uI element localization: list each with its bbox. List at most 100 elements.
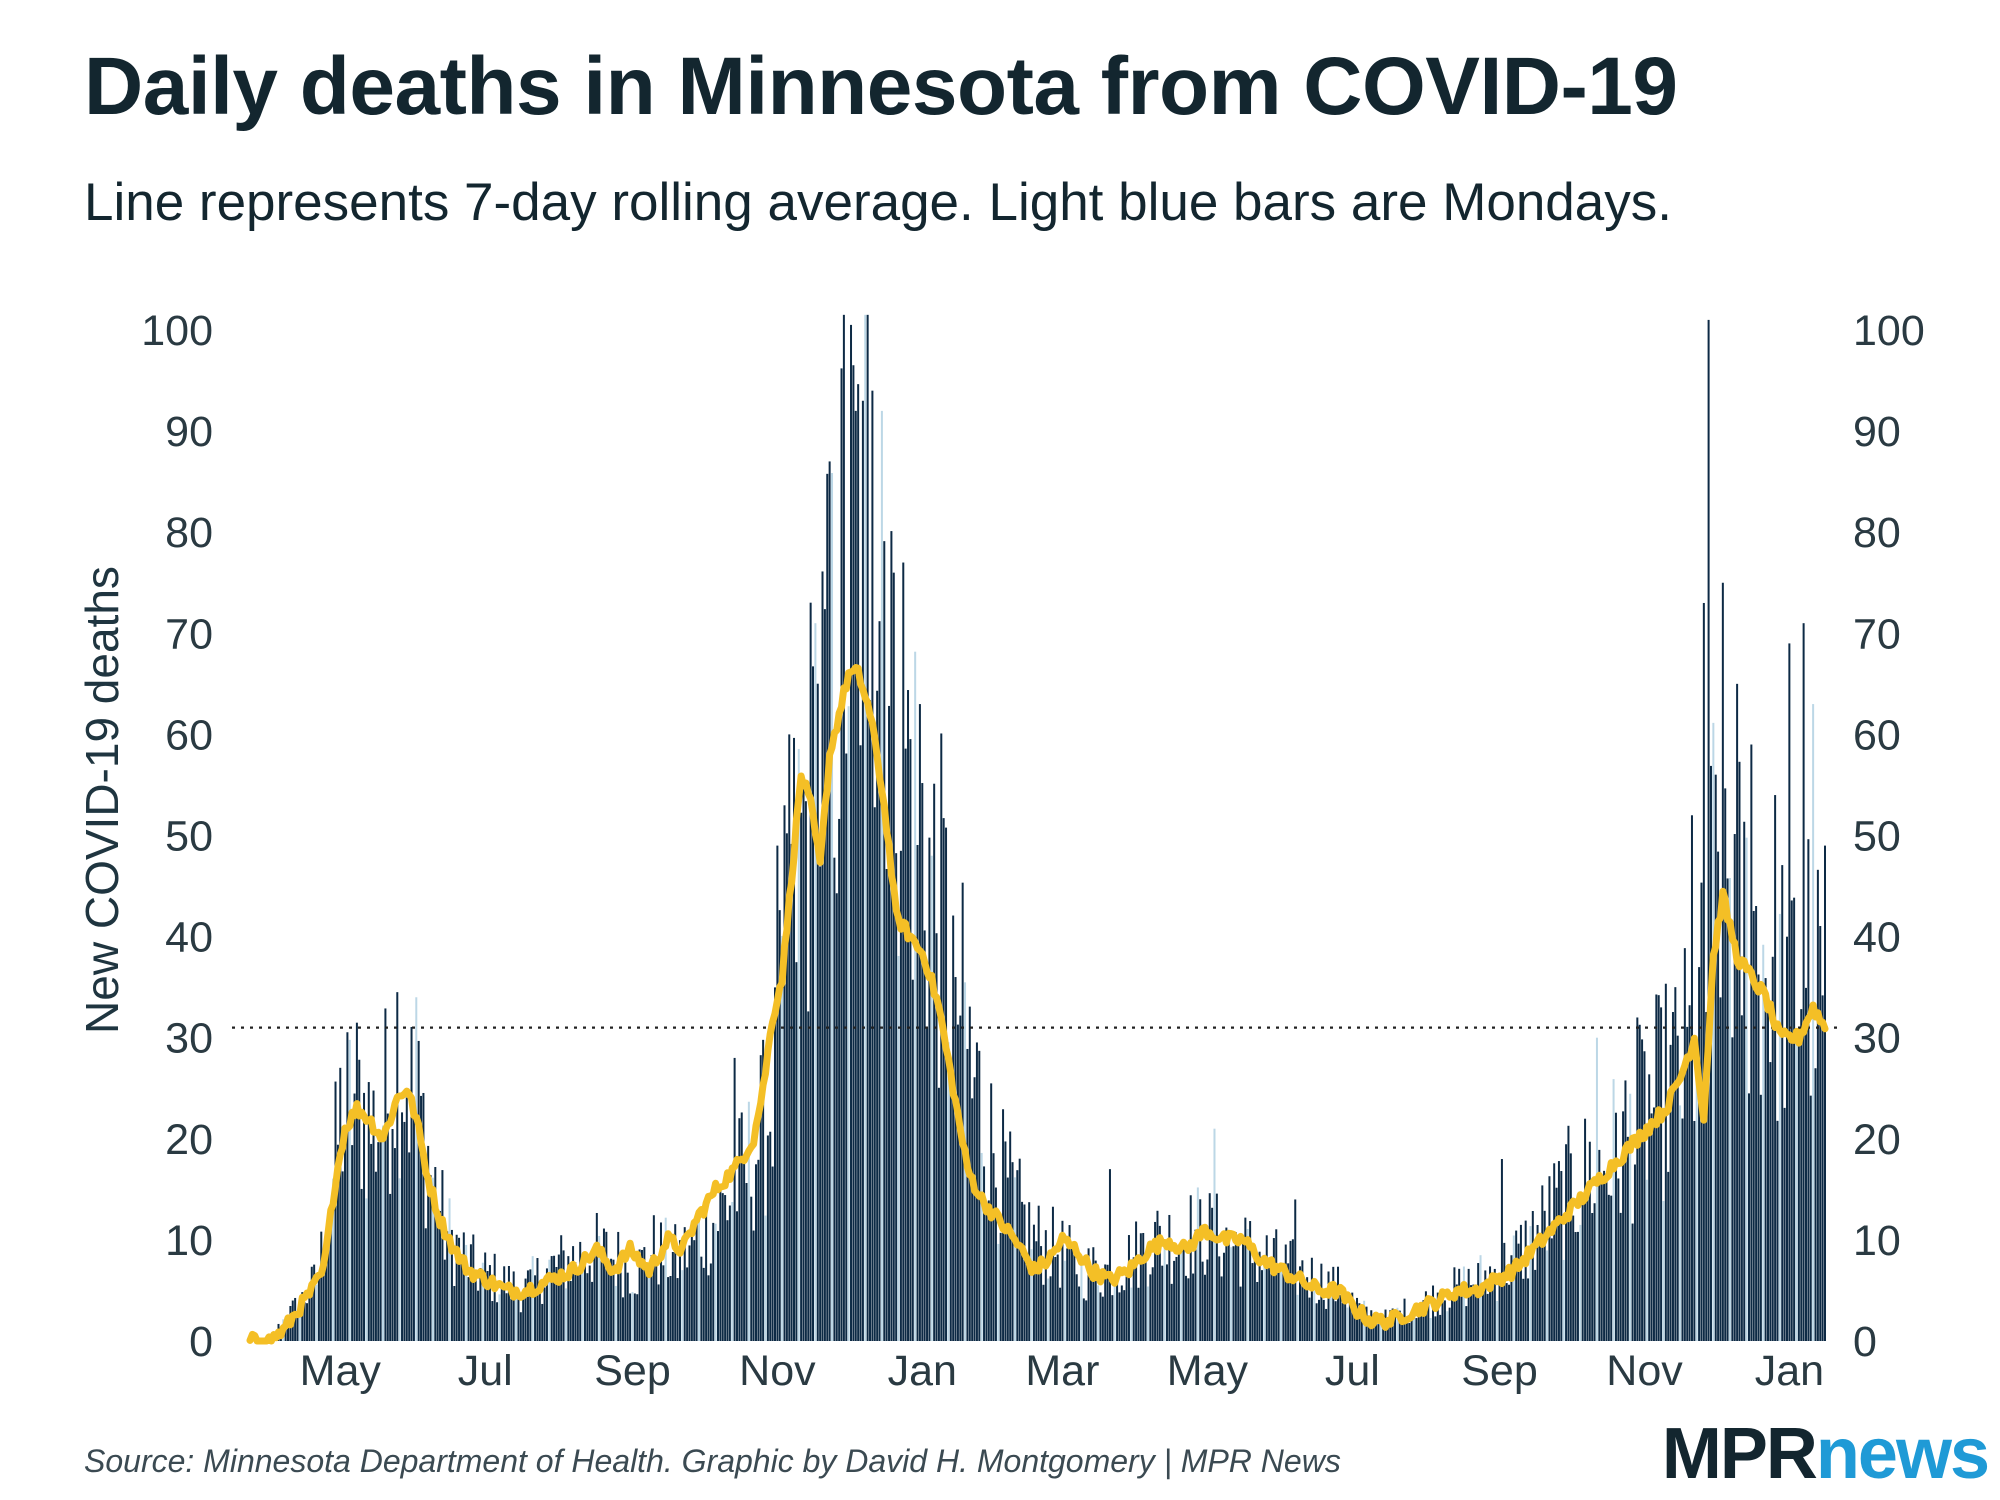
bar-daily bbox=[591, 1281, 594, 1341]
bar-daily bbox=[1738, 761, 1741, 1341]
bar-monday bbox=[731, 1201, 734, 1341]
bar-daily bbox=[1788, 643, 1791, 1341]
bar-monday bbox=[997, 1243, 1000, 1341]
bar-monday bbox=[1695, 1075, 1698, 1341]
bar-daily bbox=[1301, 1260, 1304, 1341]
bar-daily bbox=[688, 1245, 691, 1341]
bar-daily bbox=[1781, 865, 1784, 1341]
bar-daily bbox=[790, 843, 793, 1341]
bar-monday bbox=[431, 1177, 434, 1341]
bar-monday bbox=[598, 1235, 601, 1341]
bar-daily bbox=[766, 1135, 769, 1341]
bar-daily bbox=[1667, 1171, 1670, 1341]
bar-daily bbox=[1707, 319, 1710, 1341]
bar-daily bbox=[353, 1093, 356, 1341]
bar-daily bbox=[1557, 1161, 1560, 1341]
bar-monday bbox=[548, 1259, 551, 1341]
bar-daily bbox=[1764, 978, 1767, 1341]
bar-daily bbox=[1239, 1286, 1242, 1341]
bar-monday bbox=[1246, 1228, 1249, 1341]
bar-daily bbox=[690, 1225, 693, 1341]
bar-daily bbox=[562, 1250, 565, 1341]
bar-daily bbox=[1308, 1297, 1311, 1341]
bar-daily bbox=[327, 1239, 330, 1341]
bar-daily bbox=[1769, 1062, 1772, 1341]
bar-daily bbox=[795, 962, 798, 1341]
bar-daily bbox=[1752, 910, 1755, 1341]
bar-daily bbox=[344, 1125, 347, 1341]
bar-daily bbox=[1807, 839, 1810, 1341]
bar-daily bbox=[1078, 1286, 1081, 1341]
bar-daily bbox=[1165, 1264, 1168, 1341]
bar-daily bbox=[674, 1224, 677, 1341]
bar-daily bbox=[1173, 1260, 1176, 1341]
bar-daily bbox=[738, 1118, 741, 1341]
bar-daily bbox=[1481, 1288, 1484, 1341]
bar-daily bbox=[1676, 1035, 1679, 1341]
bar-daily bbox=[1624, 1080, 1627, 1341]
bar-daily bbox=[1717, 851, 1720, 1341]
bar-daily bbox=[873, 807, 876, 1341]
bar-daily bbox=[1156, 1210, 1159, 1341]
bar-daily bbox=[422, 1092, 425, 1341]
bar-daily bbox=[1536, 1225, 1539, 1341]
bar-daily bbox=[1227, 1242, 1230, 1341]
bar-monday bbox=[1812, 704, 1815, 1341]
bar-daily bbox=[1182, 1243, 1185, 1341]
bar-daily bbox=[1203, 1274, 1206, 1341]
bar-daily bbox=[1116, 1281, 1119, 1341]
bar-daily bbox=[999, 1232, 1002, 1341]
bar-monday bbox=[448, 1198, 451, 1341]
bar-monday bbox=[930, 855, 933, 1341]
bar-daily bbox=[1538, 1237, 1541, 1341]
bar-daily bbox=[1310, 1257, 1313, 1341]
y-tick-right: 80 bbox=[1853, 509, 1901, 557]
bar-daily bbox=[1617, 1178, 1620, 1341]
logo-news-text: news bbox=[1815, 1414, 1990, 1494]
bar-daily bbox=[1222, 1252, 1225, 1341]
bar-daily bbox=[1208, 1193, 1211, 1341]
bar-daily bbox=[716, 1231, 719, 1341]
bar-monday bbox=[1080, 1255, 1083, 1341]
bar-daily bbox=[1771, 956, 1774, 1341]
bar-daily bbox=[1436, 1292, 1439, 1341]
bar-daily bbox=[1265, 1235, 1268, 1341]
bar-daily bbox=[1688, 1005, 1691, 1341]
bar-daily bbox=[743, 1154, 746, 1341]
bar-daily bbox=[1614, 1112, 1617, 1341]
bar-monday bbox=[465, 1244, 468, 1341]
bar-daily bbox=[460, 1260, 463, 1341]
bar-daily bbox=[612, 1259, 615, 1341]
bar-daily bbox=[1225, 1227, 1228, 1341]
bar-daily bbox=[1251, 1263, 1254, 1341]
bar-daily bbox=[389, 1193, 392, 1341]
bar-daily bbox=[1154, 1221, 1157, 1341]
bar-monday bbox=[747, 1101, 750, 1341]
bar-daily bbox=[667, 1277, 670, 1341]
bar-daily bbox=[1510, 1255, 1513, 1341]
bar-daily bbox=[1598, 1149, 1601, 1341]
bar-daily bbox=[750, 1196, 753, 1341]
bar-monday bbox=[382, 1125, 385, 1341]
bar-daily bbox=[1458, 1268, 1461, 1341]
x-tick-label: Jan bbox=[1755, 1347, 1824, 1395]
bar-daily bbox=[1054, 1256, 1057, 1341]
bar-daily bbox=[529, 1269, 532, 1341]
bar-daily bbox=[1493, 1268, 1496, 1341]
y-axis-label: New COVID-19 deaths bbox=[76, 566, 128, 1034]
bar-daily bbox=[453, 1286, 456, 1341]
bar-monday bbox=[1263, 1259, 1266, 1341]
y-tick-left: 50 bbox=[165, 813, 213, 861]
bar-daily bbox=[671, 1251, 674, 1341]
bar-daily bbox=[740, 1112, 743, 1341]
bar-daily bbox=[1643, 1051, 1646, 1341]
bar-daily bbox=[1044, 1230, 1047, 1341]
bar-daily bbox=[586, 1273, 589, 1341]
bar-daily bbox=[1073, 1245, 1076, 1341]
bar-daily bbox=[1127, 1235, 1130, 1341]
bar-daily bbox=[1783, 1107, 1786, 1341]
bar-monday bbox=[1745, 837, 1748, 1341]
chart-subtitle: Line represents 7-day rolling average. L… bbox=[84, 173, 1672, 232]
bar-daily bbox=[576, 1270, 579, 1341]
bar-daily bbox=[1824, 845, 1826, 1341]
